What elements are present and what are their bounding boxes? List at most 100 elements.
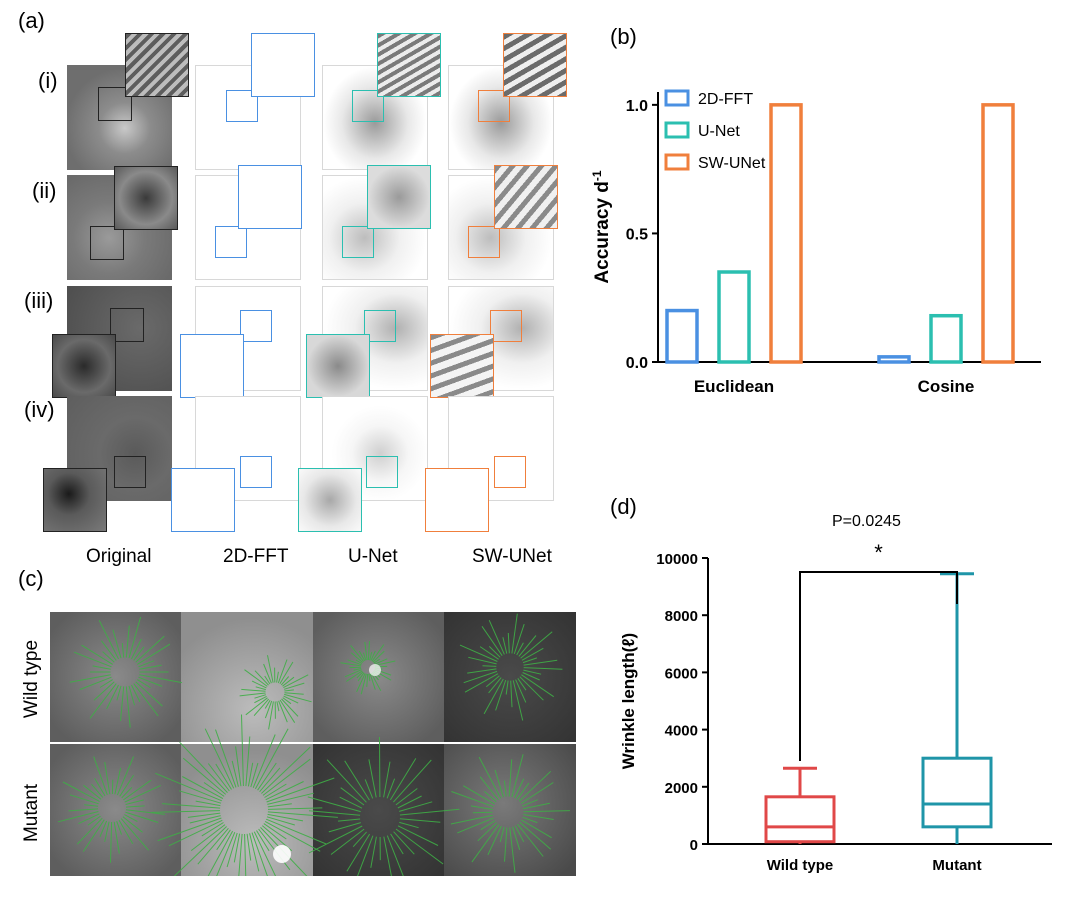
box-iqr [921,756,993,829]
wrinkle-line [254,728,289,790]
wrinkle-line [487,825,502,856]
wrinkle-line [397,795,422,809]
wrinkle-line [264,783,287,798]
wrinkle-line [522,672,540,681]
inset-marker [240,456,272,488]
wrinkle-line [369,673,376,690]
wrinkle-line [523,814,554,820]
inset-marker [342,226,374,258]
wrinkle-line [502,637,508,654]
wrinkle-line [371,644,385,662]
wrinkle-line [369,651,373,661]
bar-2d-fft-cosine [877,355,911,364]
wrinkle-line [99,820,108,837]
wrinkle-line [513,623,525,655]
inset-zoom [251,33,315,97]
wrinkle-line [84,804,99,807]
wrinkle-line [481,626,503,656]
inset-marker [110,308,144,342]
column-label-original: Original [86,546,152,567]
wrinkle-line [252,734,276,788]
inset-marker [215,226,247,258]
panel-label-c: (c) [18,566,44,591]
wrinkle-line [395,788,418,806]
wrinkle-line [124,784,161,803]
row-label-ii: (ii) [32,178,57,203]
wrinkle-line [471,824,500,863]
wrinkle-line [99,679,113,688]
wrinkle-line [511,613,518,654]
wrinkle-line [133,646,145,661]
legend-label: 2D-FFT [698,91,753,108]
wrinkle-line [216,829,231,851]
wrinkle-line [485,675,500,688]
y-axis-label: Accuracy d-1 [590,170,613,283]
wrinkle-line [479,646,499,660]
wrinkle-line [367,641,370,661]
inset-marker [352,90,384,122]
wrinkle-line [113,821,120,854]
wrinkle-line [494,769,504,798]
wrinkle-line [522,799,538,807]
wrinkle-line [265,781,304,801]
wrinkle-line [337,818,361,822]
wrinkle-line [353,668,362,671]
wrinkle-line [505,680,509,695]
wrinkle-line [256,830,270,852]
wrinkle-line [263,823,287,840]
inset-zoom [180,334,244,398]
wrinkle-line [483,678,504,715]
column-label-u-net: U-Net [348,546,398,567]
wrinkle-line [364,641,368,661]
wrinkle-line [352,831,367,848]
wrinkle-line [69,674,111,683]
inset-zoom [43,468,107,532]
wrinkle-line [241,714,244,787]
wrinkle-line [125,799,145,805]
wrinkle-line [121,643,125,658]
micrograph-wild-type-3 [313,612,444,742]
inset-marker [490,310,522,342]
wrinkle-line [508,759,513,797]
wrinkle-line [93,756,108,795]
inset-zoom [367,165,431,229]
wrinkle-line [482,665,497,667]
wrinkle-line [118,819,134,845]
wrinkle-line [470,805,493,810]
micrograph-mutant-1 [50,744,181,876]
wrinkle-line [116,685,122,701]
significance-star: * [874,540,883,565]
wrinkle-line [360,673,367,695]
wrinkle-line [261,746,311,794]
wrinkle-line [174,826,227,876]
legend-swatch [664,121,690,139]
row-label-mutant: Mutant [21,783,42,843]
wrinkle-line [279,699,296,723]
box-iqr [764,795,836,844]
wrinkle-line [395,828,444,865]
wrinkle-line [488,646,501,658]
wrinkle-line [283,682,305,690]
inset-zoom [503,33,567,97]
row-label-iv: (iv) [24,397,55,422]
wrinkle-line [521,819,552,839]
wrinkle-line [139,664,162,670]
wrinkle-line [201,822,224,837]
wrinkle-line [120,818,149,851]
wrinkle-line [517,823,544,857]
wrinkle-line [340,787,365,806]
wrinkle-line [512,680,524,721]
wrinkle-line [124,814,138,822]
wrinkle-line [82,819,105,852]
wrinkle-line [280,676,290,686]
wrinkle-line [516,782,530,800]
wrinkle-line [112,629,122,659]
row-label-iii: (iii) [24,288,54,313]
wrinkle-line [91,783,104,798]
wrinkle-line [346,833,371,872]
wrinkle-line [515,679,527,703]
wrinkle-line [276,671,279,683]
wrinkle-line [253,831,277,876]
micrograph-mutant-3 [313,744,444,876]
wrinkle-line [523,810,570,813]
